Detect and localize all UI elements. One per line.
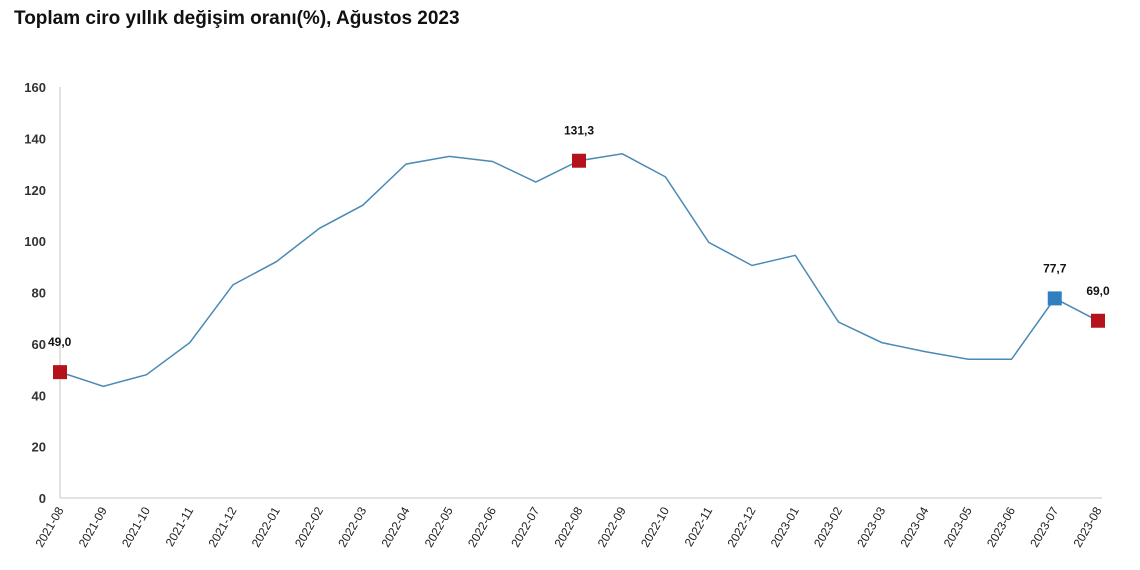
x-tick-label: 2021-09 <box>76 504 110 549</box>
y-tick-label: 80 <box>32 286 46 301</box>
data-labels: 49,0 131,3 77,7 69,0 <box>48 124 1110 349</box>
y-tick-label: 20 <box>32 440 46 455</box>
x-tick-label: 2023-04 <box>897 504 931 549</box>
x-tick-label: 2023-02 <box>811 504 845 549</box>
x-tick-label: 2023-05 <box>941 504 975 549</box>
x-tick-label: 2022-10 <box>638 504 672 549</box>
x-tick-label: 2022-01 <box>249 504 283 549</box>
x-tick-label: 2023-07 <box>1027 504 1061 549</box>
x-tick-label: 2023-03 <box>854 504 888 549</box>
x-tick-label: 2022-02 <box>292 504 326 549</box>
x-tick-label: 2022-06 <box>465 504 499 549</box>
x-tick-label: 2021-11 <box>163 504 197 549</box>
x-tick-label: 2022-08 <box>551 504 585 549</box>
y-tick-label: 40 <box>32 388 46 403</box>
x-tick-label: 2021-10 <box>119 504 153 549</box>
y-tick-label: 100 <box>24 234 46 249</box>
x-tick-label: 2021-12 <box>205 504 239 549</box>
x-tick-label: 2022-12 <box>724 504 758 549</box>
highlight-markers <box>53 153 1105 380</box>
y-tick-label: 60 <box>32 337 46 352</box>
data-label: 69,0 <box>1086 284 1110 298</box>
x-tick-label: 2022-11 <box>682 504 716 549</box>
x-tick-label: 2022-03 <box>335 504 369 549</box>
y-tick-label: 0 <box>39 491 46 506</box>
y-tick-label: 140 <box>24 131 46 146</box>
data-point-marker <box>1047 291 1062 306</box>
x-tick-label: 2023-08 <box>1070 504 1104 549</box>
data-label: 77,7 <box>1043 261 1067 275</box>
data-label: 49,0 <box>48 335 72 349</box>
x-tick-label: 2022-04 <box>378 504 412 549</box>
y-tick-label: 120 <box>24 183 46 198</box>
series-layer <box>59 153 1099 388</box>
y-tick-label: 160 <box>24 80 46 95</box>
data-point-marker <box>53 365 67 380</box>
series-line <box>59 153 1099 388</box>
data-point-marker <box>1091 313 1105 328</box>
x-tick-label: 2021-08 <box>32 504 66 549</box>
x-tick-label: 2022-05 <box>422 504 456 549</box>
y-axis-ticks: 0 20 40 60 80 100 120 140 160 <box>24 80 46 506</box>
x-tick-label: 2023-06 <box>984 504 1018 549</box>
chart-axes <box>59 87 1102 499</box>
x-tick-label: 2023-01 <box>768 504 802 549</box>
x-tick-label: 2022-09 <box>595 504 629 549</box>
data-label: 131,3 <box>564 124 594 138</box>
data-point-marker <box>572 153 586 168</box>
x-tick-label: 2022-07 <box>508 504 542 549</box>
x-axis-ticks: 2021-08 2021-09 2021-10 2021-11 2021-12 2022-… <box>32 504 1104 549</box>
chart-title: Toplam ciro yıllık değişim oranı(%), Ağu… <box>14 8 460 29</box>
